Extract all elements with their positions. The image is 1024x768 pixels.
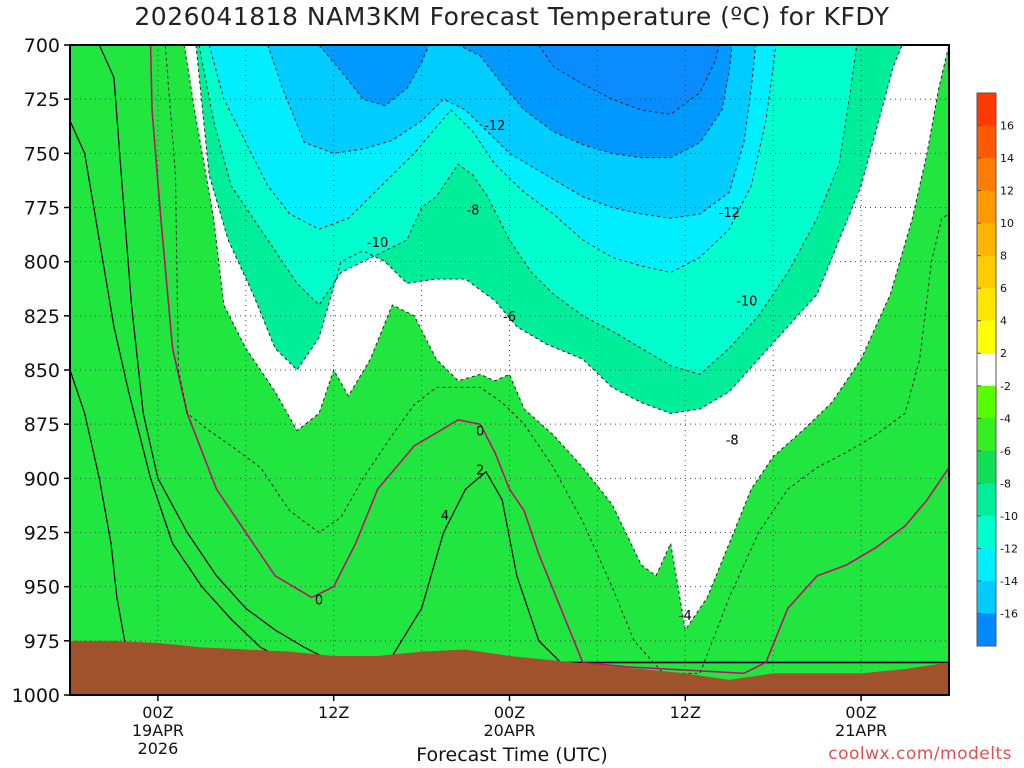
contour-value-labels: 0 0 2 4 -4 -6 -8 -8 -10 -10 -12 -12 <box>315 119 758 624</box>
colorbar-label: 14 <box>1000 152 1014 165</box>
y-tick-label: 850 <box>24 360 60 382</box>
colorbar-label: 16 <box>1000 120 1014 133</box>
contour-cold <box>70 45 903 414</box>
colorbar-label: -10 <box>1000 510 1018 523</box>
colorbar-swatch <box>977 288 996 322</box>
colorbar-label: -4 <box>1000 412 1011 425</box>
colorbar-legend: 16 14 12 10 8 6 4 2 -2 -4 -6 -8 -10 -12 -14 -16 <box>976 92 1018 647</box>
colorbar-swatch <box>977 450 996 484</box>
contour-label: 2 <box>476 464 484 479</box>
contour-zero <box>70 45 949 675</box>
y-tick-label: 775 <box>24 198 60 220</box>
colorbar-swatch <box>977 548 996 582</box>
colorbar-swatch <box>977 158 996 192</box>
ground-surface <box>70 640 949 695</box>
y-axis: 700 725 750 775 800 825 850 875 900 925 950 975 1000 <box>12 35 70 707</box>
colorbar-label: -6 <box>1000 445 1011 458</box>
y-tick-label: 800 <box>24 252 60 274</box>
contour-label: -6 <box>503 310 516 325</box>
contour-cold <box>318 45 733 159</box>
contour-lines <box>70 45 949 675</box>
contour-label: 0 <box>476 425 484 440</box>
x-tick-label: 00Z <box>845 703 876 722</box>
y-tick-label: 950 <box>24 577 60 599</box>
contour-label: -4 <box>679 609 692 624</box>
x-tick-label: 00Z <box>494 703 525 722</box>
plot-area <box>70 45 949 695</box>
y-tick-label: 875 <box>24 414 60 436</box>
x-tick-label: 12Z <box>318 703 349 722</box>
colorbar-label: -16 <box>1000 607 1018 620</box>
y-tick-label: 925 <box>24 523 60 545</box>
colorbar-label: 6 <box>1000 282 1007 295</box>
y-tick-label: 975 <box>24 631 60 653</box>
x-tick-date: 20APR <box>483 721 535 740</box>
x-tick-date: 19APR <box>132 721 184 740</box>
contour-label: -10 <box>367 236 388 251</box>
colorbar-swatch <box>977 353 996 387</box>
colorbar-label: -12 <box>1000 542 1018 555</box>
y-tick-label: 1000 <box>12 685 60 707</box>
contour-cold <box>70 45 949 674</box>
colorbar-label: 4 <box>1000 315 1007 328</box>
y-tick-label: 825 <box>24 306 60 328</box>
colorbar-swatch <box>977 385 996 419</box>
colorbar-frame <box>976 92 997 647</box>
colorbar-swatch <box>977 255 996 289</box>
contour-cold <box>267 45 757 219</box>
band-cold-18 <box>538 45 719 115</box>
colorbar-label: -2 <box>1000 380 1011 393</box>
colorbar-swatch <box>977 223 996 257</box>
colorbar-label: 8 <box>1000 250 1007 263</box>
contour-cold <box>70 45 949 674</box>
credit-link[interactable]: coolwx.com/modelts <box>828 744 1012 764</box>
colorbar-swatch <box>977 93 996 127</box>
x-tick-date: 21APR <box>835 721 887 740</box>
contour-label: -12 <box>719 206 740 221</box>
colorbar-label: -14 <box>1000 575 1018 588</box>
chart-title: 2026041818 NAM3KM Forecast Temperature (… <box>134 2 890 31</box>
contour-label: -8 <box>466 204 479 219</box>
contour-label: 0 <box>315 594 323 609</box>
colorbar-swatch <box>977 418 996 452</box>
x-tick-year: 2026 <box>138 739 179 758</box>
band-cold-6 <box>70 45 949 695</box>
x-tick-label: 00Z <box>142 703 173 722</box>
colorbar-swatch <box>977 320 996 354</box>
contour-warm <box>70 45 949 664</box>
contour-label: -10 <box>736 295 757 310</box>
colorbar-swatch <box>977 190 996 224</box>
y-tick-label: 700 <box>24 35 60 57</box>
colorbar-swatch <box>977 483 996 517</box>
colorbar-swatch <box>977 515 996 549</box>
x-axis-title: Forecast Time (UTC) <box>416 744 608 766</box>
contour-warm <box>70 120 949 664</box>
colorbar-swatch <box>977 125 996 159</box>
contour-cold <box>538 45 720 115</box>
contour-label: 4 <box>441 509 449 524</box>
colorbar-swatch <box>977 613 996 647</box>
contour-cold <box>198 45 858 375</box>
colorbar-label: 10 <box>1000 217 1014 230</box>
colorbar-label: -8 <box>1000 477 1011 490</box>
contour-label: -8 <box>726 433 739 448</box>
colorbar-label: 2 <box>1000 347 1007 360</box>
y-tick-label: 725 <box>24 89 60 111</box>
colorbar-label: 12 <box>1000 185 1014 198</box>
y-tick-label: 900 <box>24 468 60 490</box>
colorbar-swatch <box>977 580 996 614</box>
contour-cold <box>208 45 777 274</box>
y-tick-label: 750 <box>24 143 60 165</box>
x-tick-label: 12Z <box>670 703 701 722</box>
contour-label: -12 <box>484 119 505 134</box>
